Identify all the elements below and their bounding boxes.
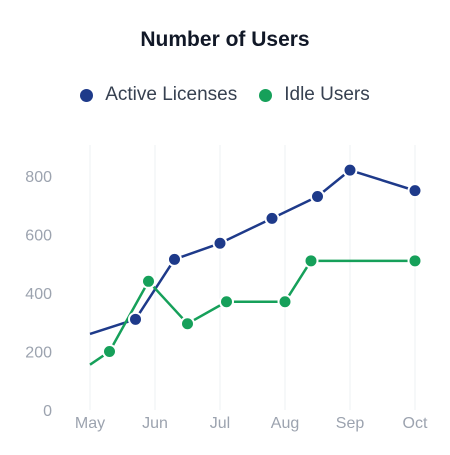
data-point-active-licenses-1[interactable] <box>128 311 143 327</box>
data-point-active-licenses-4[interactable] <box>264 210 280 226</box>
series-line-active-licenses <box>89 168 416 336</box>
x-tick-label-may: May <box>75 415 105 432</box>
legend-item-idle-users[interactable]: Idle Users <box>259 84 370 106</box>
x-tick-label-jun: Jun <box>142 415 168 432</box>
y-tick-label-200: 200 <box>25 345 52 362</box>
data-point-idle-users-4[interactable] <box>219 294 234 310</box>
data-point-idle-users-7[interactable] <box>407 253 423 269</box>
data-point-idle-users-6[interactable] <box>303 253 319 269</box>
legend-dot-active-licenses <box>80 88 94 102</box>
chart-legend: Active Licenses Idle Users <box>0 84 450 106</box>
y-tick-label-400: 400 <box>25 286 52 303</box>
data-point-idle-users-1[interactable] <box>102 344 117 359</box>
legend-label-active-licenses: Active Licenses <box>105 84 238 105</box>
data-point-idle-users-2[interactable] <box>141 273 156 289</box>
y-tick-label-600: 600 <box>25 228 52 245</box>
x-tick-label-jul: Jul <box>210 415 230 432</box>
x-tick-label-oct: Oct <box>403 415 428 432</box>
y-tick-label-0: 0 <box>43 403 52 420</box>
series-line-idle-users <box>89 259 415 366</box>
data-point-idle-users-5[interactable] <box>277 294 293 310</box>
legend-label-idle-users: Idle Users <box>284 84 370 105</box>
data-point-active-licenses-7[interactable] <box>407 183 423 199</box>
data-point-active-licenses-6[interactable] <box>342 162 358 178</box>
data-point-active-licenses-2[interactable] <box>167 251 182 267</box>
data-point-idle-users-3[interactable] <box>180 316 195 332</box>
legend-dot-idle-users <box>259 88 273 102</box>
data-point-active-licenses-5[interactable] <box>310 188 325 204</box>
y-tick-label-800: 800 <box>25 169 52 186</box>
chart-title: Number of Users <box>140 28 310 51</box>
legend-item-active-licenses[interactable]: Active Licenses <box>80 84 237 106</box>
x-tick-label-sep: Sep <box>336 415 365 432</box>
data-point-active-licenses-3[interactable] <box>212 235 228 251</box>
x-tick-label-aug: Aug <box>271 415 299 432</box>
